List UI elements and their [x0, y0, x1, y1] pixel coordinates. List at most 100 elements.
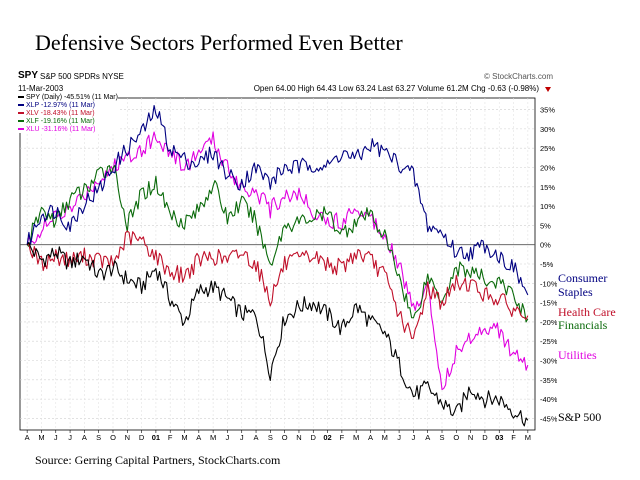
- y-tick-label: 0%: [540, 241, 551, 250]
- x-tick-label: O: [453, 433, 459, 440]
- x-tick-label: J: [54, 433, 58, 440]
- y-tick-label: 5%: [540, 221, 551, 230]
- series-line-xlf: [26, 164, 529, 323]
- x-tick-label: A: [254, 433, 259, 440]
- x-tick-label: O: [110, 433, 116, 440]
- chg-value: -0.63 (-0.98%): [487, 84, 539, 93]
- series-label-xlv: Health Care: [558, 305, 616, 319]
- x-tick-label: A: [368, 433, 373, 440]
- y-tick-label: 10%: [540, 202, 555, 211]
- x-tick-label: J: [412, 433, 416, 440]
- y-tick-label: -40%: [540, 395, 557, 404]
- symbol-text: SPY: [18, 70, 39, 81]
- x-tick-label: J: [397, 433, 401, 440]
- x-tick-label: S: [440, 433, 445, 440]
- high-value: 64.43: [316, 84, 337, 93]
- series-line-xlu: [26, 131, 529, 391]
- ohlc-readout: Open 64.00 High 64.43 Low 63.24 Last 63.…: [254, 84, 539, 93]
- legend-swatch-xlp: [18, 104, 24, 106]
- source-note: Source: Gerring Capital Partners, StockC…: [35, 453, 281, 467]
- legend-item-xlp: XLP -12.97% (11 Mar): [18, 101, 118, 109]
- x-tick-label: M: [210, 433, 216, 440]
- plot-area: 35% 30% 25% 20% 15% 10% 5% 0% -5% -10% -15% -20% -25…: [19, 97, 557, 440]
- x-tick-label: 02: [323, 433, 331, 440]
- x-tick-label: 03: [495, 433, 503, 440]
- x-tick-label: N: [296, 433, 301, 440]
- x-tick-label: D: [482, 433, 488, 440]
- volume-value: 61.2M: [446, 84, 469, 93]
- legend-label-xlp: XLP -12.97% (11 Mar): [26, 101, 95, 109]
- legend-swatch-xlf: [18, 120, 24, 122]
- x-tick-label: S: [96, 433, 101, 440]
- legend-item-xlv: XLV -18.43% (11 Mar): [18, 109, 118, 117]
- chg-label: Chg: [470, 84, 486, 93]
- x-tick-label: S: [268, 433, 273, 440]
- y-tick-label: -45%: [540, 414, 557, 423]
- x-tick-label: D: [311, 433, 317, 440]
- x-tick-label: F: [168, 433, 173, 440]
- x-tick-label: J: [226, 433, 230, 440]
- legend-label-spy: SPY (Daily) -45.51% (11 Mar): [26, 93, 118, 101]
- y-tick-label: 15%: [540, 183, 555, 192]
- y-tick-label: -10%: [540, 279, 557, 288]
- x-tick-label: N: [125, 433, 130, 440]
- y-tick-label: -5%: [540, 260, 554, 269]
- volume-label: Volume: [417, 84, 445, 93]
- series-label-xlp: Consumer Staples: [558, 271, 608, 299]
- series-label-xlf: Financials: [558, 318, 608, 332]
- legend-swatch-xlv: [18, 112, 24, 114]
- legend-swatch-xlu: [18, 128, 24, 130]
- x-tick-label: M: [525, 433, 531, 440]
- x-tick-label: M: [181, 433, 187, 440]
- series-label-xlu: Utilities: [558, 348, 597, 362]
- x-tick-label: A: [82, 433, 87, 440]
- x-tick-label: N: [468, 433, 473, 440]
- x-tick-label: J: [68, 433, 72, 440]
- x-tick-label: M: [353, 433, 359, 440]
- x-tick-label: F: [340, 433, 345, 440]
- legend-swatch-spy: [18, 96, 24, 98]
- y-tick-label: 35%: [540, 106, 555, 115]
- chart-date: 11-Mar-2003: [18, 84, 64, 93]
- y-tick-label: 20%: [540, 163, 555, 172]
- slide-title: Defensive Sectors Performed Even Better: [35, 30, 403, 55]
- low-value: 63.24: [355, 84, 376, 93]
- y-tick-label: -25%: [540, 337, 557, 346]
- legend-item-spy: SPY (Daily) -45.51% (11 Mar): [18, 93, 118, 101]
- legend-label-xlu: XLU -31.16% (11 Mar): [26, 125, 96, 133]
- series-line-spy: [26, 241, 529, 427]
- low-label: Low: [338, 84, 354, 93]
- x-tick-label: D: [139, 433, 145, 440]
- y-tick-label: -15%: [540, 299, 557, 308]
- y-tick-label: -30%: [540, 357, 557, 366]
- legend-item-xlf: XLF -19.16% (11 Mar): [18, 117, 118, 125]
- series-label-spy: S&P 500: [558, 410, 602, 424]
- y-tick-label: 25%: [540, 144, 555, 153]
- legend-label-xlv: XLV -18.43% (11 Mar): [26, 109, 95, 117]
- series-line-xlp: [26, 104, 529, 296]
- x-tick-label: A: [425, 433, 430, 440]
- x-tick-label: M: [382, 433, 388, 440]
- x-tick-label: A: [25, 433, 30, 440]
- high-label: High: [297, 84, 315, 93]
- legend-label-xlf: XLF -19.16% (11 Mar): [26, 117, 95, 125]
- chart-legend: SPY (Daily) -45.51% (11 Mar) XLP -12.97%…: [18, 93, 118, 133]
- y-tick-label: -35%: [540, 376, 557, 385]
- series-line-xlv: [27, 230, 529, 339]
- y-tick-label: 30%: [540, 125, 555, 134]
- x-tick-label: A: [196, 433, 201, 440]
- open-value: 64.00: [275, 84, 296, 93]
- x-tick-label: J: [240, 433, 244, 440]
- last-value: 63.27: [395, 84, 416, 93]
- last-label: Last: [377, 84, 394, 93]
- y-tick-label: -20%: [540, 318, 557, 327]
- x-tick-label: 01: [152, 433, 160, 440]
- stock-chart: SPY S&P 500 SPDRs NYSE © StockCharts.com…: [18, 68, 557, 440]
- x-tick-label: M: [38, 433, 44, 440]
- symbol-name-text: S&P 500 SPDRs NYSE: [40, 72, 124, 81]
- site-credit: © StockCharts.com: [483, 72, 553, 81]
- x-tick-label: O: [282, 433, 288, 440]
- open-label: Open: [253, 84, 274, 93]
- x-tick-label: F: [511, 433, 516, 440]
- legend-item-xlu: XLU -31.16% (11 Mar): [18, 125, 118, 133]
